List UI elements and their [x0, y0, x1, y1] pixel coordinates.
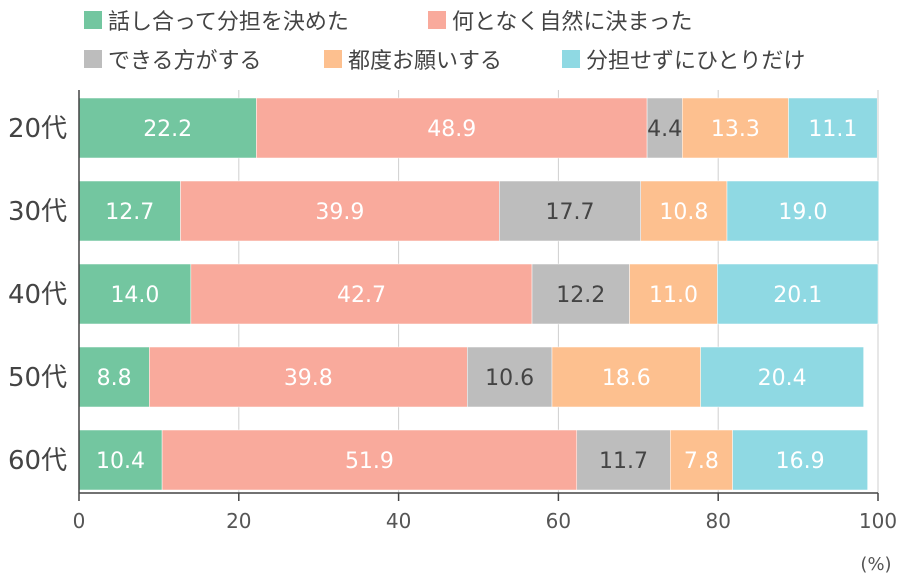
legend-swatch-discussed	[84, 11, 102, 29]
category-label: 30代	[8, 197, 67, 227]
legend-item-natural: 何となく自然に決まった	[428, 4, 692, 36]
data-label: 51.9	[345, 449, 394, 474]
data-label: 20.4	[758, 366, 807, 391]
x-tick-label: 40	[386, 509, 411, 533]
data-label: 39.8	[284, 366, 333, 391]
legend-item-capable: できる方がする	[84, 43, 262, 75]
bar-segment	[78, 346, 150, 408]
data-label: 12.2	[556, 283, 605, 308]
data-label: 11.1	[808, 117, 857, 142]
data-label: 20.1	[773, 283, 822, 308]
category-label: 40代	[8, 280, 67, 310]
bar-segment	[531, 263, 630, 325]
bar-segment	[551, 346, 701, 408]
bar-segment	[256, 97, 648, 159]
legend-swatch-capable	[84, 50, 102, 68]
bar-segment	[576, 429, 671, 491]
bar-segment	[161, 429, 578, 491]
bar-segment	[149, 346, 468, 408]
data-label: 13.3	[711, 117, 760, 142]
unit-label: (%)	[860, 554, 891, 575]
legend-item-discussed: 話し合って分担を決めた	[84, 4, 349, 36]
category-label: 20代	[8, 114, 67, 144]
legend-label-capable: できる方がする	[108, 49, 262, 74]
legend-swatch-alone	[562, 50, 580, 68]
x-tick-label: 60	[546, 509, 571, 533]
data-label: 7.8	[684, 449, 719, 474]
bar-segment	[78, 97, 257, 159]
category-label: 50代	[8, 363, 67, 393]
data-label: 12.7	[105, 200, 154, 225]
legend-item-alone: 分担せずにひとりだけ	[562, 43, 805, 75]
data-label: 10.8	[659, 200, 708, 225]
bar-segment	[190, 263, 533, 325]
data-label: 4.4	[647, 117, 682, 142]
data-label: 39.9	[315, 200, 364, 225]
bar-segment	[640, 180, 728, 242]
x-tick-label: 100	[859, 509, 897, 533]
legend-label-discussed: 話し合って分担を決めた	[108, 10, 349, 35]
x-tick-label: 20	[226, 509, 251, 533]
legend-label-alone: 分担せずにひとりだけ	[586, 49, 806, 74]
legend-item-request: 都度お願いする	[324, 43, 502, 75]
data-label: 48.9	[427, 117, 476, 142]
bar-segment	[78, 263, 192, 325]
bar-segment	[646, 97, 683, 159]
legend-label-natural: 何となく自然に決まった	[452, 10, 693, 35]
x-axis: 0 20 40 60 80 100 (%)	[73, 90, 897, 575]
bar-segment	[732, 429, 868, 491]
bars: 20代 22.2 48.9 4.4 13.3 11.1 30代 12.7 39.9 17.7 10.…	[8, 97, 880, 491]
data-label: 19.0	[778, 200, 827, 225]
data-label: 18.6	[602, 366, 651, 391]
data-label: 10.6	[485, 366, 534, 391]
data-label: 11.0	[649, 283, 698, 308]
bar-segment	[499, 180, 641, 242]
bar-segment	[726, 180, 880, 242]
data-label: 22.2	[143, 117, 192, 142]
data-label: 14.0	[110, 283, 159, 308]
legend: 話し合って分担を決めた 何となく自然に決まった できる方がする 都度お願いする …	[0, 0, 900, 90]
bar-segment	[180, 180, 500, 242]
data-label: 16.9	[776, 449, 825, 474]
bar-segment	[681, 97, 789, 159]
x-tick-label: 0	[73, 509, 86, 533]
bar-segment	[78, 180, 181, 242]
data-label: 11.7	[599, 449, 648, 474]
legend-swatch-natural	[428, 11, 446, 29]
bar-segment	[700, 346, 864, 408]
bar-segment	[717, 263, 879, 325]
data-label: 17.7	[545, 200, 594, 225]
category-label: 60代	[8, 446, 67, 476]
data-label: 42.7	[337, 283, 386, 308]
x-tick-label: 80	[705, 509, 730, 533]
bar-segment	[788, 97, 878, 159]
bar-segment	[629, 263, 718, 325]
legend-swatch-request	[324, 50, 342, 68]
legend-label-request: 都度お願いする	[348, 49, 503, 74]
bar-segment	[467, 346, 553, 408]
data-label: 8.8	[97, 366, 132, 391]
data-label: 10.4	[96, 449, 145, 474]
